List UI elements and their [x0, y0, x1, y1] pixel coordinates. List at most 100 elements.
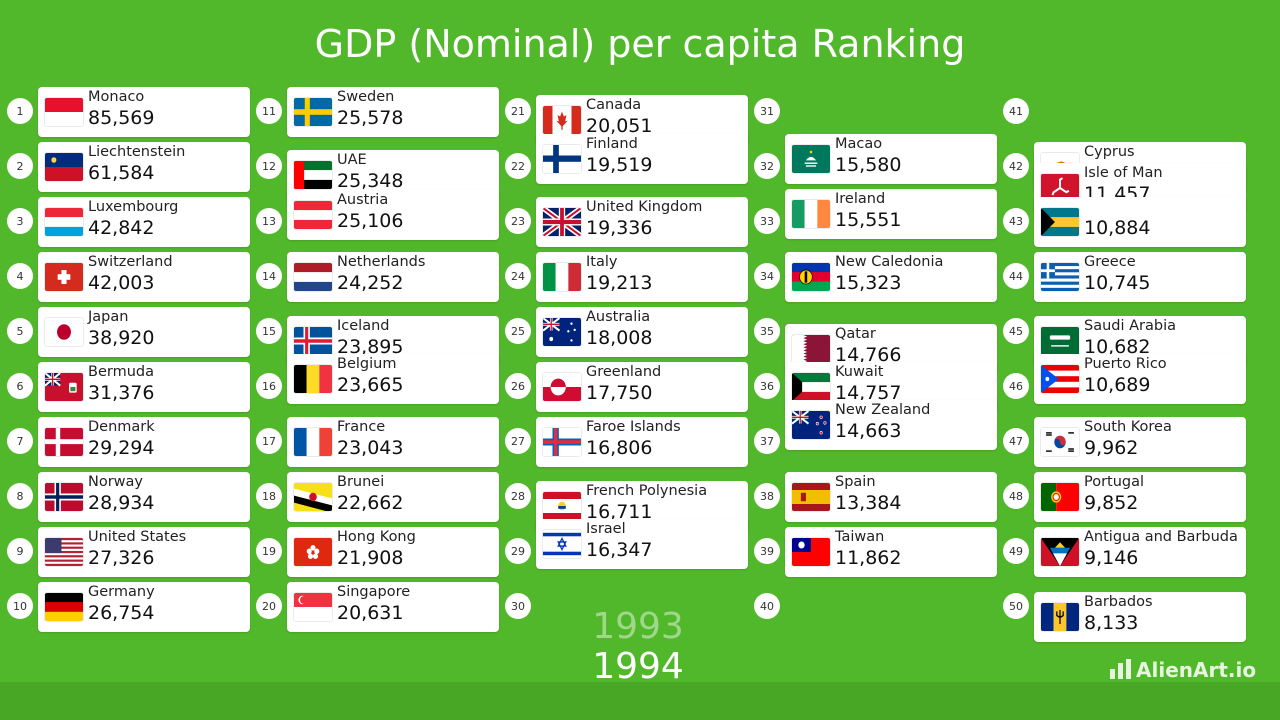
watermark: AlienArt.io [1110, 658, 1256, 684]
gdp-value: 29,294 [88, 437, 155, 459]
rank-badge-49: 49 [1003, 538, 1029, 564]
gdp-value: 19,213 [586, 272, 653, 294]
ranking-card: Netherlands 24,252 [287, 252, 499, 302]
ranking-card: Greenland 17,750 [536, 362, 748, 412]
rank-badge-27: 27 [505, 428, 531, 454]
ranking-card: Israel 16,347 [536, 519, 748, 569]
ranking-card: France 23,043 [287, 417, 499, 467]
puertorico-flag [1040, 364, 1080, 394]
rank-badge-48: 48 [1003, 483, 1029, 509]
gdp-value: 9,852 [1084, 492, 1139, 514]
ranking-card: Puerto Rico 10,689 [1034, 354, 1246, 404]
country-name: Italy [586, 254, 618, 270]
ranking-card: Spain 13,384 [785, 472, 997, 522]
country-name: New Zealand [835, 402, 931, 418]
rank-badge-18: 18 [256, 483, 282, 509]
gdp-value: 10,682 [1084, 336, 1151, 358]
gdp-value: 42,842 [88, 217, 155, 239]
ranking-card: Faroe Islands 16,806 [536, 417, 748, 467]
rank-badge-13: 13 [256, 208, 282, 234]
macao-flag [791, 144, 831, 174]
faroe-flag [542, 427, 582, 457]
country-name: Saudi Arabia [1084, 318, 1177, 334]
gdp-value: 16,347 [586, 539, 653, 561]
ranking-card: Brunei 22,662 [287, 472, 499, 522]
gdp-value: 42,003 [88, 272, 155, 294]
rank-badge-24: 24 [505, 263, 531, 289]
country-name: Liechtenstein [88, 144, 186, 160]
ranking-card: Singapore 20,631 [287, 582, 499, 632]
country-name: Norway [88, 474, 144, 490]
antigua-flag [1040, 537, 1080, 567]
country-name: Cyprus [1084, 144, 1135, 160]
rank-badge-47: 47 [1003, 428, 1029, 454]
norway-flag [44, 482, 84, 512]
barbados-flag [1040, 602, 1080, 632]
finland-flag [542, 144, 582, 174]
chart-title: GDP (Nominal) per capita Ranking [314, 22, 966, 66]
belgium-flag [293, 364, 333, 394]
gdp-value: 15,551 [835, 209, 902, 231]
liechtenstein-flag [44, 152, 84, 182]
rank-badge-26: 26 [505, 373, 531, 399]
country-name: Kuwait [835, 364, 884, 380]
country-name: Iceland [337, 318, 390, 334]
gdp-value: 23,895 [337, 336, 404, 358]
gdp-value: 17,750 [586, 382, 653, 404]
rank-badge-11: 11 [256, 98, 282, 124]
watermark-text: AlienArt.io [1136, 658, 1257, 682]
ranking-card: Monaco 85,569 [38, 87, 250, 137]
rank-badge-42: 42 [1003, 153, 1029, 179]
country-name: Faroe Islands [586, 419, 681, 435]
rank-badge-14: 14 [256, 263, 282, 289]
country-name: South Korea [1084, 419, 1172, 435]
country-name: New Caledonia [835, 254, 944, 270]
rank-badge-7: 7 [7, 428, 33, 454]
ranking-card: Germany 26,754 [38, 582, 250, 632]
rank-badge-43: 43 [1003, 208, 1029, 234]
country-name: Bermuda [88, 364, 154, 380]
rank-badge-38: 38 [754, 483, 780, 509]
gdp-value: 9,146 [1084, 547, 1139, 569]
monaco-flag [44, 97, 84, 127]
rank-badge-35: 35 [754, 318, 780, 344]
ranking-card: Switzerland 42,003 [38, 252, 250, 302]
ranking-card: Norway 28,934 [38, 472, 250, 522]
newcaledonia-flag [791, 262, 831, 292]
country-name: Puerto Rico [1084, 356, 1167, 372]
denmark-flag [44, 427, 84, 457]
rank-badge-29: 29 [505, 538, 531, 564]
ranking-card: Hong Kong 21,908 [287, 527, 499, 577]
frenchpolynesia-flag [542, 491, 582, 521]
bahamas-flag [1040, 207, 1080, 237]
rank-badge-9: 9 [7, 538, 33, 564]
country-name: Monaco [88, 89, 145, 105]
rank-badge-37: 37 [754, 428, 780, 454]
iceland-flag [293, 326, 333, 356]
rank-badge-17: 17 [256, 428, 282, 454]
ranking-card: New Caledonia 15,323 [785, 252, 997, 302]
rank-badge-34: 34 [754, 263, 780, 289]
country-name: Qatar [835, 326, 876, 342]
rank-badge-36: 36 [754, 373, 780, 399]
country-name: Hong Kong [337, 529, 416, 545]
sweden-flag [293, 97, 333, 127]
gdp-value: 28,934 [88, 492, 155, 514]
gdp-value: 85,569 [88, 107, 155, 129]
year-previous: 1993 [592, 606, 684, 647]
country-name: Macao [835, 136, 883, 152]
hongkong-flag [293, 537, 333, 567]
saudiarabia-flag [1040, 326, 1080, 356]
ranking-card: Greece 10,745 [1034, 252, 1246, 302]
country-name: Singapore [337, 584, 411, 600]
rank-badge-39: 39 [754, 538, 780, 564]
switzerland-flag [44, 262, 84, 292]
country-name: Belgium [337, 356, 397, 372]
australia-flag [542, 317, 582, 347]
gdp-value: 19,519 [586, 154, 653, 176]
rank-badge-23: 23 [505, 208, 531, 234]
rank-badge-30: 30 [505, 593, 531, 619]
rank-badge-31: 31 [754, 98, 780, 124]
gdp-value: 10,884 [1084, 217, 1151, 239]
rank-badge-10: 10 [7, 593, 33, 619]
